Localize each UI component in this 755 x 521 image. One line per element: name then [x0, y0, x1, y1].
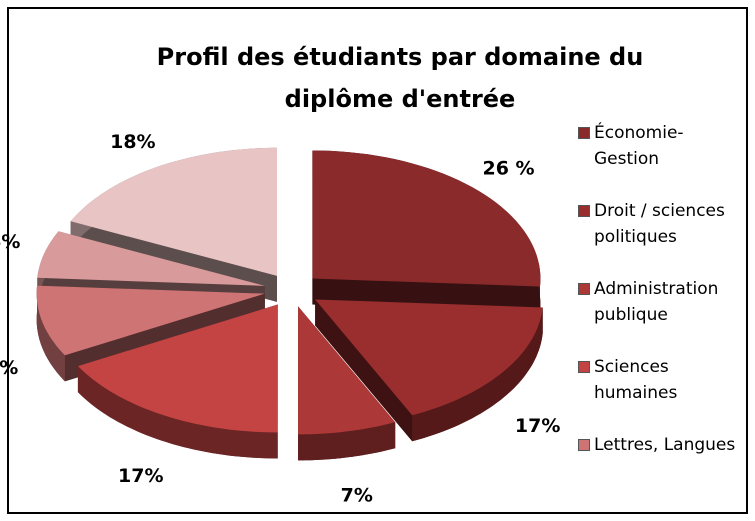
slice-wall: [36, 285, 65, 382]
chart-title: Profil des étudiants par domaine du dipl…: [156, 43, 644, 113]
data-label: 17%: [515, 415, 560, 437]
data-label: 18%: [110, 131, 155, 153]
slice-side: [315, 299, 413, 442]
pie-slice: [315, 299, 543, 442]
data-label: 9%: [0, 357, 18, 379]
slice-top: [312, 150, 541, 287]
legend-item: Lettres, Langues: [578, 432, 748, 458]
legend-swatch: [578, 439, 590, 451]
slice-top: [70, 147, 277, 276]
legend-label: Administration publique: [594, 279, 719, 325]
legend-item: Sciences humaines: [578, 354, 748, 406]
legend-swatch: [578, 361, 590, 373]
data-label: 6%: [0, 231, 20, 253]
legend-swatch: [578, 205, 590, 217]
pie-slice: [77, 304, 278, 459]
pie-slice: [36, 285, 265, 382]
slice-wall: [298, 422, 396, 461]
data-label: 17%: [118, 465, 163, 487]
legend-swatch: [578, 283, 590, 295]
legend-label: Lettres, Langues: [594, 435, 736, 455]
slice-wall: [77, 366, 278, 459]
pie-slice: [298, 306, 396, 461]
legend-label: Droit / sciences politiques: [594, 201, 725, 247]
data-label: 7%: [341, 484, 373, 506]
data-label: 26 %: [482, 158, 534, 180]
legend-item: Administration publique: [578, 276, 748, 328]
legend-item: Droit / sciences politiques: [578, 198, 748, 250]
legend-label: Économie-Gestion: [594, 123, 684, 169]
legend-label: Sciences humaines: [594, 357, 678, 403]
legend-item: Économie-Gestion: [578, 120, 748, 172]
slice-top: [315, 299, 543, 416]
slice-top: [37, 231, 265, 286]
legend-swatch: [578, 127, 590, 139]
slice-top: [36, 285, 265, 356]
slice-wall: [412, 307, 543, 442]
legend: Économie-Gestion Droit / sciences politiq…: [578, 120, 748, 484]
slice-top: [298, 306, 396, 435]
slice-top: [77, 304, 278, 433]
